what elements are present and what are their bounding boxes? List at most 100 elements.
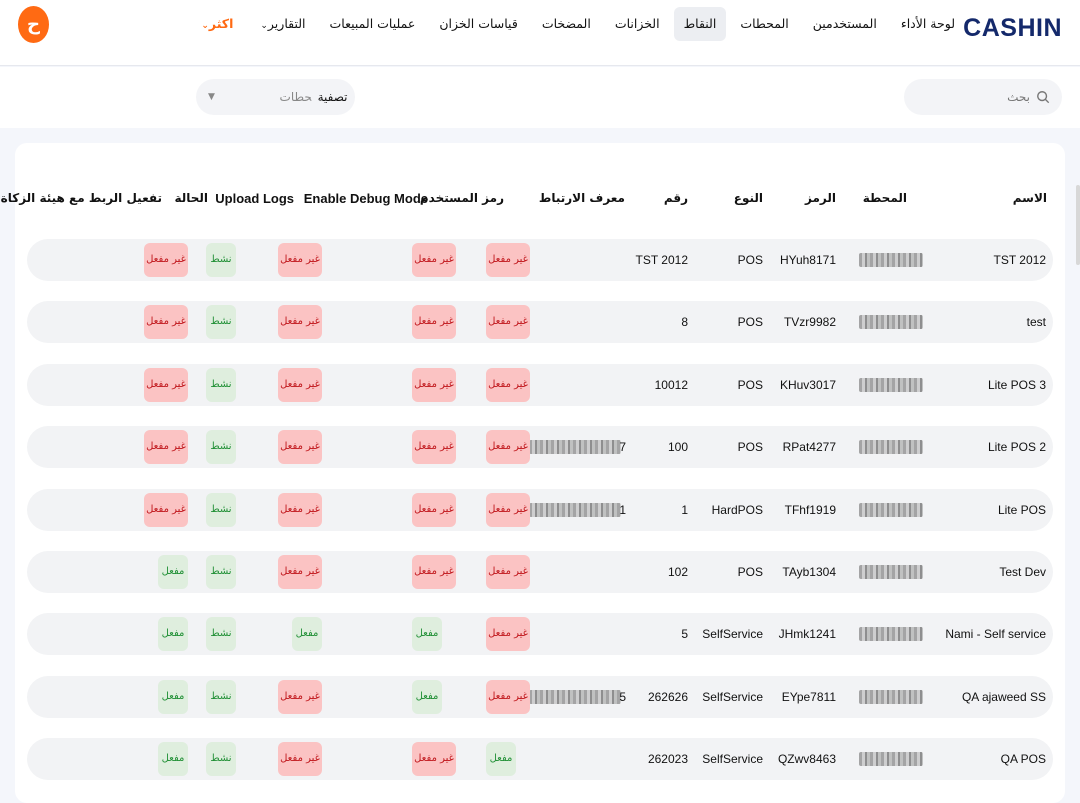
upload-logs-toggle[interactable]: غير مفعل: [278, 367, 322, 402]
filter-bar: المحطات ▼ تصفية: [0, 67, 1080, 128]
zakat-link-toggle[interactable]: غير مفعل: [144, 430, 188, 465]
nav-item-7[interactable]: عمليات المبيعات: [320, 7, 426, 41]
table-row[interactable]: QA POS QZwv8463 SelfService 262023 مفعل غير م…: [27, 738, 1053, 781]
debug-mode-toggle[interactable]: مفعل: [412, 679, 442, 714]
table-row[interactable]: Nami - Self service JHmk1241 SelfService 5 غ…: [27, 613, 1053, 656]
redacted-station-name: [859, 440, 923, 455]
upload-logs-toggle[interactable]: غير مفعل: [278, 555, 322, 589]
nav-item-1[interactable]: المستخدمين: [803, 7, 887, 41]
table-row[interactable]: TST 2012 HYuh8171 POS TST 2012 غير مفعل غير م…: [27, 239, 1053, 281]
debug-mode-toggle[interactable]: غير مفعل: [412, 367, 456, 402]
table-row[interactable]: Test Dev TAyb1304 POS 102 غير مفعل غير مفعل غي…: [27, 551, 1053, 593]
zakat-link-toggle[interactable]: غير مفعل: [144, 305, 188, 340]
nav-item-label: المستخدمين: [812, 16, 877, 31]
cell-link-id: 7: [619, 440, 626, 455]
filter-button[interactable]: تصفية: [311, 79, 354, 115]
search-box[interactable]: [904, 79, 1062, 115]
nav-item-8[interactable]: التقارير⌄: [247, 7, 315, 41]
cell-name: Nami - Self service: [945, 627, 1046, 642]
user-code-toggle[interactable]: غير مفعل: [486, 430, 530, 465]
debug-mode-toggle[interactable]: غير مفعل: [412, 430, 456, 465]
nav-item-0[interactable]: لوحة الأداء: [891, 7, 965, 41]
cell-number: 102: [667, 565, 688, 579]
cell-type: POS: [737, 253, 763, 267]
vertical-scrollbar[interactable]: [1076, 185, 1080, 265]
debug-mode-toggle[interactable]: مفعل: [412, 617, 442, 652]
redacted-station-name: [859, 565, 923, 579]
user-code-toggle[interactable]: غير مفعل: [486, 492, 530, 527]
table-row[interactable]: test TVzr9982 POS 8 غير مفعل غير مفعل غير مفعل…: [27, 301, 1053, 344]
redacted-station-name: [859, 627, 923, 642]
redacted-link-id: [529, 502, 621, 517]
zakat-link-toggle[interactable]: غير مفعل: [144, 367, 188, 402]
cell-type: POS: [737, 440, 763, 455]
redacted-station-name: [859, 689, 923, 704]
cell-type: SelfService: [702, 752, 763, 767]
cell-link-id: 5: [619, 689, 626, 704]
upload-logs-toggle[interactable]: غير مفعل: [278, 243, 322, 277]
upload-logs-toggle[interactable]: غير مفعل: [278, 679, 322, 714]
cell-type: POS: [737, 315, 763, 330]
debug-mode-toggle[interactable]: غير مفعل: [412, 243, 456, 277]
search-icon: [1037, 91, 1050, 104]
cell-name: QA ajaweed SS: [961, 689, 1046, 704]
user-code-toggle[interactable]: غير مفعل: [486, 679, 530, 714]
user-code-toggle[interactable]: غير مفعل: [486, 243, 530, 277]
chevron-down-icon: ⌄: [201, 21, 209, 31]
upload-logs-toggle[interactable]: غير مفعل: [278, 430, 322, 465]
zakat-link-toggle[interactable]: مفعل: [158, 679, 188, 714]
debug-mode-toggle[interactable]: غير مفعل: [412, 742, 456, 777]
points-table-card: الاسم المحطة الرمز النوع رقم معرف الارتب…: [1, 143, 1065, 803]
debug-mode-toggle[interactable]: غير مفعل: [412, 492, 456, 527]
nav-item-9[interactable]: اكثر⌄: [188, 7, 243, 41]
nav-item-4[interactable]: الخزانات: [605, 7, 670, 41]
table-row[interactable]: Lite POS 3 KHuv3017 POS 10012 غير مفعل غير مف…: [27, 363, 1053, 406]
cell-link-id: 1: [619, 502, 626, 517]
zakat-link-toggle[interactable]: مفعل: [158, 555, 188, 589]
cell-name: Lite POS: [997, 502, 1046, 517]
user-code-toggle[interactable]: غير مفعل: [486, 305, 530, 340]
redacted-link-id: [529, 440, 621, 455]
user-code-toggle[interactable]: غير مفعل: [486, 367, 530, 402]
zakat-link-toggle[interactable]: مفعل: [158, 742, 188, 777]
upload-logs-toggle[interactable]: غير مفعل: [278, 742, 322, 777]
upload-logs-toggle[interactable]: غير مفعل: [278, 492, 322, 527]
upload-logs-toggle[interactable]: مفعل: [292, 617, 322, 652]
status-badge: نشط: [206, 617, 236, 652]
user-avatar[interactable]: ح: [18, 6, 49, 43]
cell-type: SelfService: [702, 627, 763, 642]
cell-name: Lite POS 3: [987, 377, 1046, 392]
nav-item-label: قياسات الخزان: [439, 16, 518, 31]
status-badge: نشط: [206, 243, 236, 277]
status-badge: نشط: [206, 367, 236, 402]
status-badge: نشط: [206, 492, 236, 527]
cashin-logo[interactable]: CASHIN: [963, 14, 1062, 42]
nav-item-3[interactable]: النقاط: [673, 7, 727, 41]
user-code-toggle[interactable]: مفعل: [486, 742, 516, 777]
table-row[interactable]: Lite POS TFhf1919 HardPOS 1 1 غير مفعل غير مفع…: [27, 488, 1053, 531]
cell-number: 1: [681, 502, 688, 517]
cell-code: EYpe7811: [781, 689, 836, 704]
upload-logs-toggle[interactable]: غير مفعل: [278, 305, 322, 340]
zakat-link-toggle[interactable]: غير مفعل: [144, 492, 188, 527]
nav-item-2[interactable]: المحطات: [730, 7, 798, 41]
nav-item-label: اكثر: [208, 16, 234, 31]
zakat-link-toggle[interactable]: مفعل: [158, 617, 188, 652]
redacted-link-id: [529, 689, 621, 704]
zakat-link-toggle[interactable]: غير مفعل: [144, 243, 188, 277]
table-row[interactable]: QA ajaweed SS EYpe7811 SelfService 262626 5 غ…: [27, 675, 1053, 718]
top-navbar: CASHIN لوحة الأداء المستخدمين المحطات النقا…: [0, 0, 1080, 66]
nav-item-5[interactable]: المضخات: [532, 7, 601, 41]
cell-type: POS: [737, 565, 763, 579]
nav-item-6[interactable]: قياسات الخزان: [429, 7, 527, 41]
user-code-toggle[interactable]: غير مفعل: [486, 617, 530, 652]
status-badge: نشط: [206, 679, 236, 714]
col-header-debug-mode: Enable Debug Mode: [303, 191, 428, 206]
table-row[interactable]: Lite POS 2 RPat4277 POS 100 7 غير مفعل غير مفع…: [27, 426, 1053, 469]
nav-item-label: المضخات: [541, 16, 591, 31]
search-input[interactable]: [930, 90, 1030, 104]
user-code-toggle[interactable]: غير مفعل: [486, 555, 530, 589]
debug-mode-toggle[interactable]: غير مفعل: [412, 555, 456, 589]
debug-mode-toggle[interactable]: غير مفعل: [412, 305, 456, 340]
cell-number: 262023: [647, 752, 688, 767]
